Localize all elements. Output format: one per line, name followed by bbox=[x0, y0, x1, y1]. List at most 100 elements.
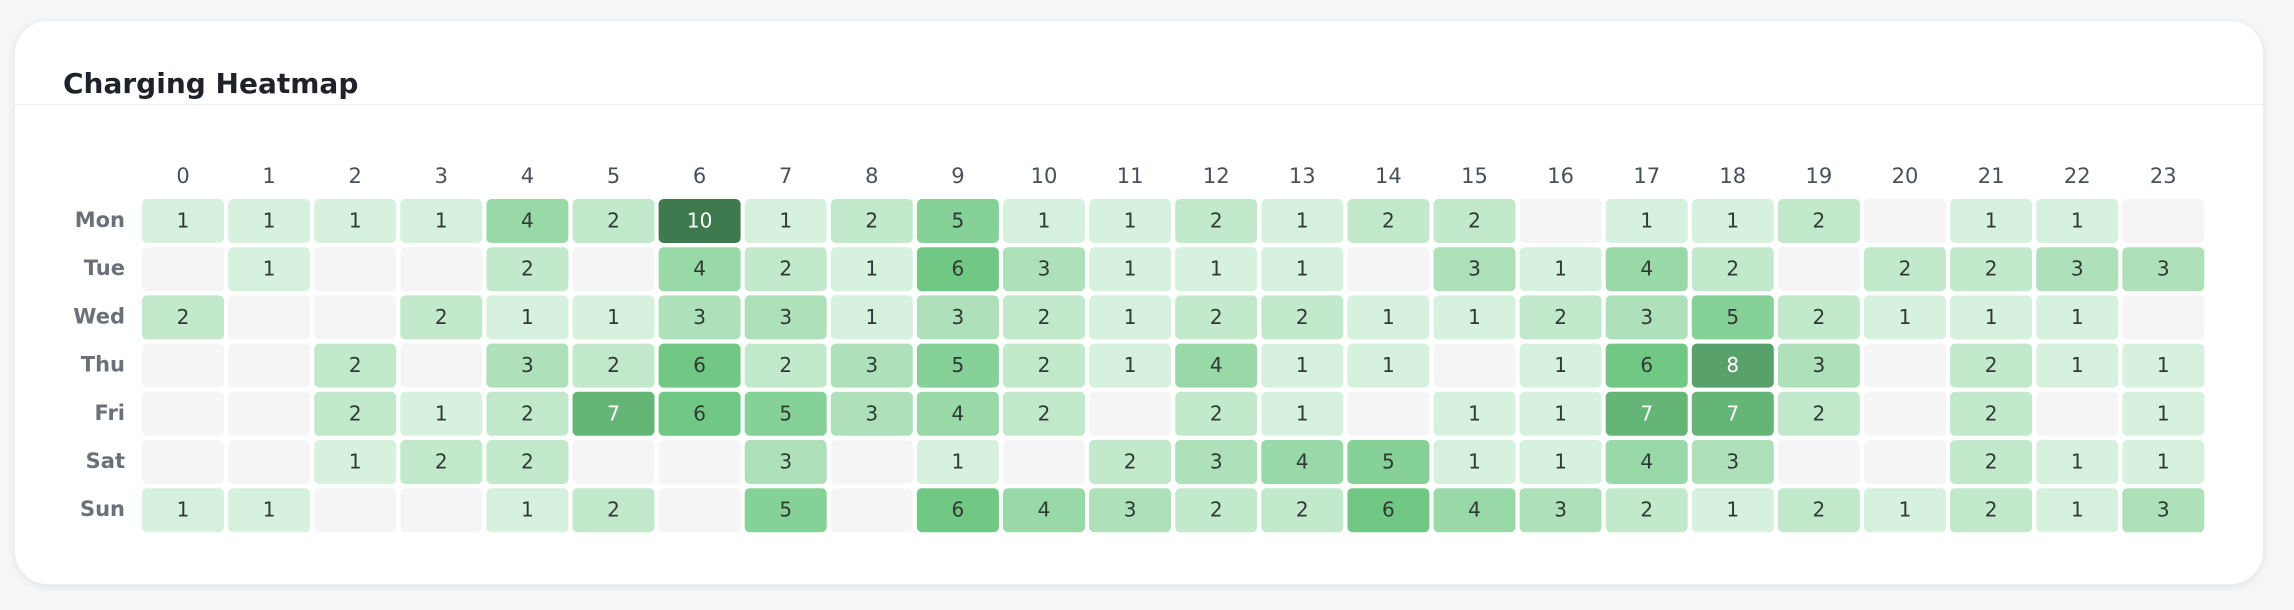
heatmap-cell bbox=[1519, 391, 1602, 436]
cell-value: 1 bbox=[349, 209, 362, 233]
heatmap-cell bbox=[830, 343, 913, 388]
cell-value: 1 bbox=[607, 305, 620, 329]
cell-value: 2 bbox=[1985, 353, 1998, 377]
heatmap-cell bbox=[916, 488, 999, 533]
heatmap-cell bbox=[2036, 440, 2119, 484]
heatmap-cell bbox=[142, 199, 224, 243]
heatmap-cell bbox=[1003, 440, 1085, 484]
cell-value: 2 bbox=[521, 257, 534, 281]
column-label: 21 bbox=[1978, 164, 2005, 188]
heatmap-cell bbox=[1777, 391, 1860, 436]
cell-value: 2 bbox=[1382, 209, 1395, 233]
heatmap-cell bbox=[142, 391, 224, 436]
heatmap-cell bbox=[142, 295, 224, 340]
column-label: 3 bbox=[435, 164, 448, 188]
cell-value: 1 bbox=[1382, 353, 1395, 377]
cell-value: 4 bbox=[1640, 450, 1653, 474]
heatmap-cell bbox=[1864, 295, 1946, 340]
cell-value: 1 bbox=[2157, 401, 2170, 425]
cell-value: 1 bbox=[177, 498, 190, 522]
heatmap-cell bbox=[1519, 295, 1602, 340]
heatmap-cell bbox=[1433, 343, 1516, 388]
heatmap-cell bbox=[1003, 247, 1085, 292]
heatmap-cell bbox=[1519, 199, 1602, 243]
heatmap-cell bbox=[2036, 247, 2119, 292]
cell-value: 4 bbox=[1210, 353, 1223, 377]
heatmap-cell bbox=[314, 391, 397, 436]
heatmap-cell bbox=[1777, 199, 1860, 243]
heatmap-cell bbox=[228, 440, 311, 484]
heatmap-cell bbox=[744, 343, 827, 388]
cell-value: 3 bbox=[865, 353, 878, 377]
heatmap-cell bbox=[1519, 440, 1602, 484]
heatmap-cell bbox=[1347, 391, 1430, 436]
heatmap-cell bbox=[658, 391, 741, 436]
heatmap-cell bbox=[1175, 391, 1258, 436]
cell-value: 5 bbox=[1382, 450, 1395, 474]
heatmap-cell bbox=[142, 488, 224, 533]
heatmap-cell bbox=[1089, 247, 1172, 292]
column-label: 11 bbox=[1117, 164, 1144, 188]
heatmap-cell bbox=[2122, 488, 2205, 533]
cell-value: 2 bbox=[1468, 209, 1481, 233]
cell-value: 2 bbox=[349, 401, 362, 425]
heatmap-cell bbox=[142, 440, 224, 484]
heatmap-cell bbox=[830, 247, 913, 292]
column-label: 16 bbox=[1547, 164, 1574, 188]
heatmap-cell bbox=[1261, 343, 1344, 388]
column-label: 7 bbox=[779, 164, 792, 188]
cell-value: 1 bbox=[1382, 305, 1395, 329]
heatmap-cell bbox=[1089, 488, 1172, 533]
cell-value: 4 bbox=[521, 209, 534, 233]
cell-value: 6 bbox=[952, 257, 965, 281]
heatmap-cell bbox=[1175, 247, 1258, 292]
heatmap-cell bbox=[1261, 391, 1344, 436]
cell-value: 2 bbox=[1554, 305, 1567, 329]
cell-value: 2 bbox=[521, 450, 534, 474]
column-label: 5 bbox=[607, 164, 620, 188]
column-label: 23 bbox=[2150, 164, 2177, 188]
heatmap-cell bbox=[1347, 247, 1430, 292]
cell-value: 1 bbox=[263, 257, 276, 281]
column-label: 6 bbox=[693, 164, 706, 188]
cell-value: 2 bbox=[779, 353, 792, 377]
cell-value: 1 bbox=[1124, 305, 1137, 329]
cell-value: 3 bbox=[779, 305, 792, 329]
heatmap-cell bbox=[744, 295, 827, 340]
heatmap-cell bbox=[1950, 247, 2033, 292]
cell-value: 2 bbox=[435, 450, 448, 474]
cell-value: 3 bbox=[521, 353, 534, 377]
heatmap-cell bbox=[1347, 199, 1430, 243]
heatmap-cell bbox=[1605, 343, 1688, 388]
heatmap-cell bbox=[228, 199, 311, 243]
heatmap-cell bbox=[486, 440, 569, 484]
cell-value: 2 bbox=[1813, 401, 1826, 425]
heatmap-cell bbox=[314, 488, 397, 533]
column-label: 15 bbox=[1461, 164, 1488, 188]
column-label: 8 bbox=[865, 164, 878, 188]
heatmap-cell bbox=[1519, 247, 1602, 292]
heatmap-cell bbox=[1691, 295, 1774, 340]
cell-value: 1 bbox=[2071, 353, 2084, 377]
heatmap-cell bbox=[658, 295, 741, 340]
heatmap-cell bbox=[314, 440, 397, 484]
heatmap-cell bbox=[1950, 488, 2033, 533]
cell-value: 1 bbox=[2157, 353, 2170, 377]
cell-value: 2 bbox=[1813, 305, 1826, 329]
cell-value: 3 bbox=[1640, 305, 1653, 329]
cell-value: 1 bbox=[952, 450, 965, 474]
heatmap-cell bbox=[658, 488, 741, 533]
cell-value: 1 bbox=[1296, 353, 1309, 377]
heatmap-cell bbox=[1950, 295, 2033, 340]
heatmap-cell bbox=[572, 440, 655, 484]
column-label: 13 bbox=[1289, 164, 1316, 188]
cell-value: 1 bbox=[263, 209, 276, 233]
cell-value: 1 bbox=[1726, 498, 1739, 522]
heatmap-cell bbox=[916, 343, 999, 388]
cell-value: 3 bbox=[1124, 498, 1137, 522]
heatmap-cell bbox=[1950, 199, 2033, 243]
heatmap-cell bbox=[1950, 343, 2033, 388]
heatmap-cell bbox=[1347, 440, 1430, 484]
column-label: 10 bbox=[1031, 164, 1058, 188]
